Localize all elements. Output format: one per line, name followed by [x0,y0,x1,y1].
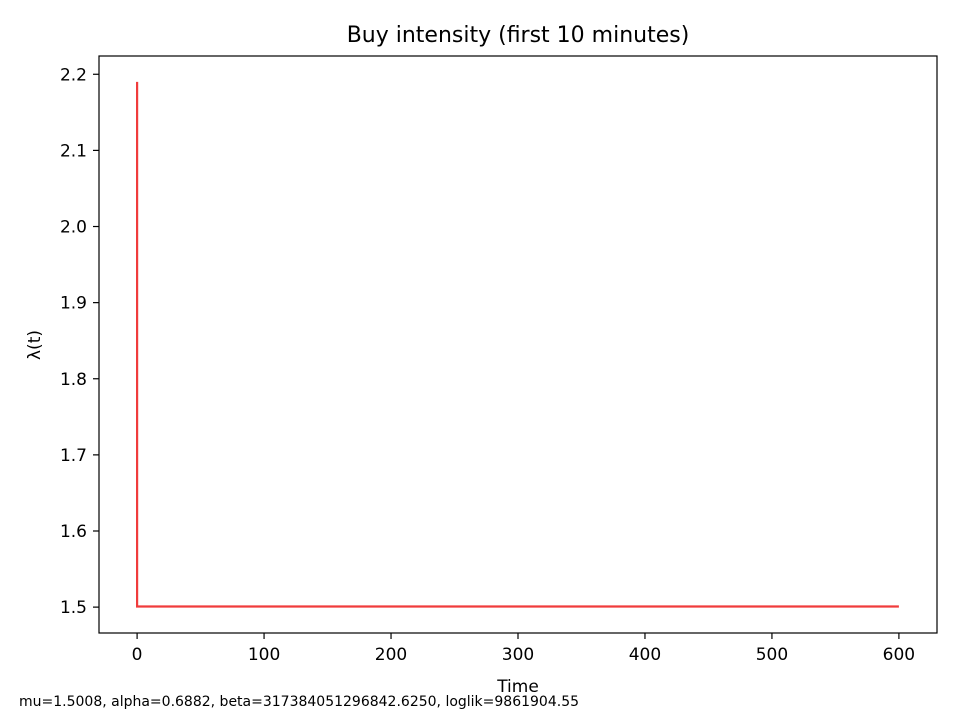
chart-title: Buy intensity (first 10 minutes) [347,23,690,48]
y-tick-label-2: 1.7 [60,446,87,466]
x-tick-label-5: 500 [756,645,788,665]
y-tick-label-6: 2.1 [60,141,87,161]
series-line-0 [136,81,899,608]
fit-parameters-caption: mu=1.5008, alpha=0.6882, beta=3173840512… [19,694,579,710]
y-tick-label-3: 1.8 [60,370,87,390]
y-axis-label: λ(t) [25,330,45,360]
x-tick-label-6: 600 [883,645,915,665]
y-tick-label-7: 2.2 [60,65,87,85]
plot-area: 0 100 200 300 400 500 600 1.5 1.6 1.7 1.8 1.9 2.0 2.1… [60,55,938,665]
x-tick-label-0: 0 [132,645,143,665]
x-tick-label-4: 400 [629,645,661,665]
y-tick-label-5: 2.0 [60,218,87,238]
x-axis-label: Time [496,677,539,697]
y-tick-label-4: 1.9 [60,294,87,314]
x-tick-label-2: 200 [375,645,407,665]
y-tick-label-0: 1.5 [60,598,87,618]
x-tick-label-3: 300 [502,645,534,665]
x-tick-label-1: 100 [248,645,280,665]
y-tick-label-1: 1.6 [60,522,87,542]
